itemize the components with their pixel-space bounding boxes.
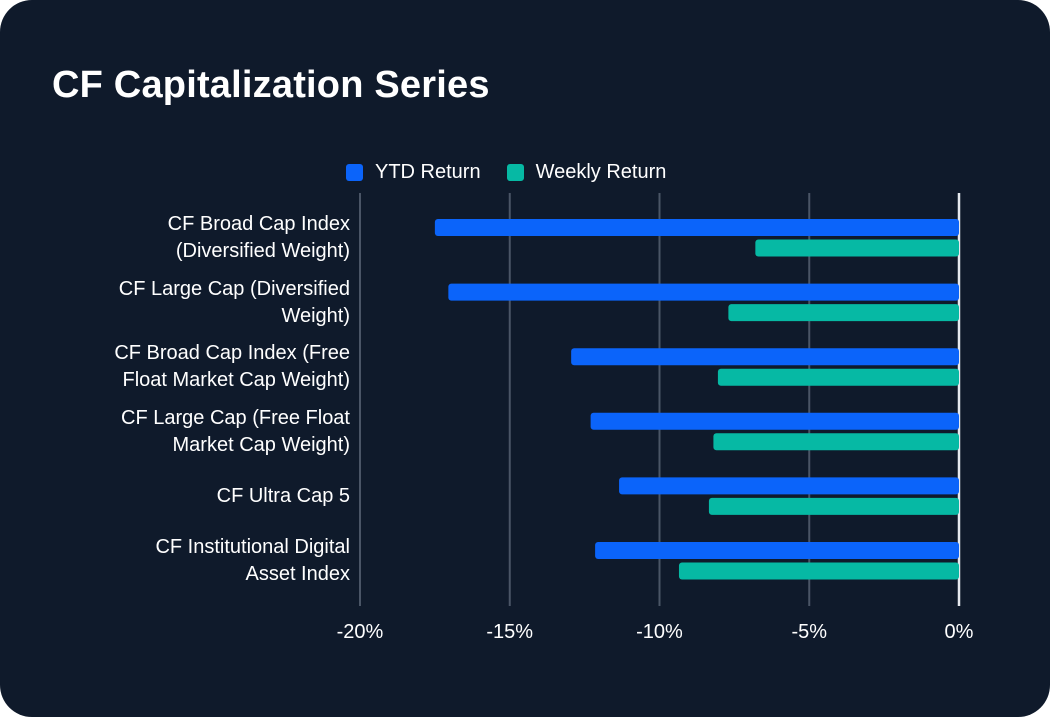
legend-swatch-ytd bbox=[346, 163, 363, 181]
x-tick-label: -15% bbox=[486, 621, 533, 643]
legend-item-ytd[interactable]: YTD Return bbox=[346, 161, 481, 184]
y-category-label-line: CF Institutional Digital bbox=[155, 536, 350, 558]
y-category-label-line: Asset Index bbox=[245, 563, 350, 585]
y-category-label-line: CF Broad Cap Index bbox=[167, 213, 350, 235]
bar-ytd bbox=[448, 283, 959, 301]
bar-weekly bbox=[678, 562, 959, 580]
y-category-label-line: Float Market Cap Weight) bbox=[122, 369, 351, 392]
legend-swatch-weekly bbox=[506, 163, 524, 181]
y-category-label-line: CF Ultra Cap 5 bbox=[216, 484, 350, 507]
x-tick-label: 0% bbox=[945, 621, 974, 643]
y-category-label: CF Broad Cap Index (Diversified Weight) bbox=[50, 211, 350, 265]
bar-ytd bbox=[434, 219, 959, 236]
x-tick-label: -5% bbox=[791, 621, 827, 643]
y-category-label-line: Market Cap Weight) bbox=[172, 433, 350, 456]
bar-ytd bbox=[571, 348, 959, 366]
bar-weekly bbox=[708, 497, 959, 515]
bar-ytd bbox=[595, 542, 959, 559]
y-category-label: CF Broad Cap Index (Free Float Market Cap… bbox=[50, 340, 350, 394]
y-category-label-line: (Diversified Weight) bbox=[175, 240, 350, 262]
chart-title: CF Capitalization Series bbox=[52, 64, 490, 106]
y-category-label: CF Large Cap (Diversified Weight) bbox=[50, 276, 350, 330]
x-tick-label: -20% bbox=[337, 621, 384, 643]
legend-label-weekly: Weekly Return bbox=[535, 160, 667, 183]
y-category-label-line: CF Broad Cap Index (Free bbox=[114, 342, 350, 365]
bar-weekly bbox=[713, 433, 959, 451]
y-category-label: CF Ultra Cap 5 bbox=[50, 483, 350, 510]
y-category-label: CF Large Cap (Free Float Market Cap Weigh… bbox=[50, 405, 350, 459]
y-category-label-line: CF Large Cap (Free Float bbox=[121, 406, 350, 429]
legend-item-weekly[interactable]: Weekly Return bbox=[506, 160, 667, 184]
x-tick-label: -10% bbox=[636, 621, 683, 643]
y-category-label: CF Institutional Digital Asset Index bbox=[50, 534, 350, 588]
bar-weekly bbox=[755, 239, 959, 257]
legend: YTD Return Weekly Return bbox=[346, 159, 666, 185]
bar-ytd bbox=[619, 477, 959, 495]
bar-weekly bbox=[717, 368, 959, 386]
y-category-label-line: CF Large Cap (Diversified bbox=[118, 277, 350, 300]
legend-label-ytd: YTD Return bbox=[375, 160, 481, 183]
bar-ytd bbox=[590, 412, 959, 430]
y-category-label-line: Weight) bbox=[281, 304, 350, 327]
y-axis-labels: CF Broad Cap Index (Diversified Weight) CF… bbox=[0, 0, 350, 717]
bar-weekly bbox=[728, 304, 959, 322]
